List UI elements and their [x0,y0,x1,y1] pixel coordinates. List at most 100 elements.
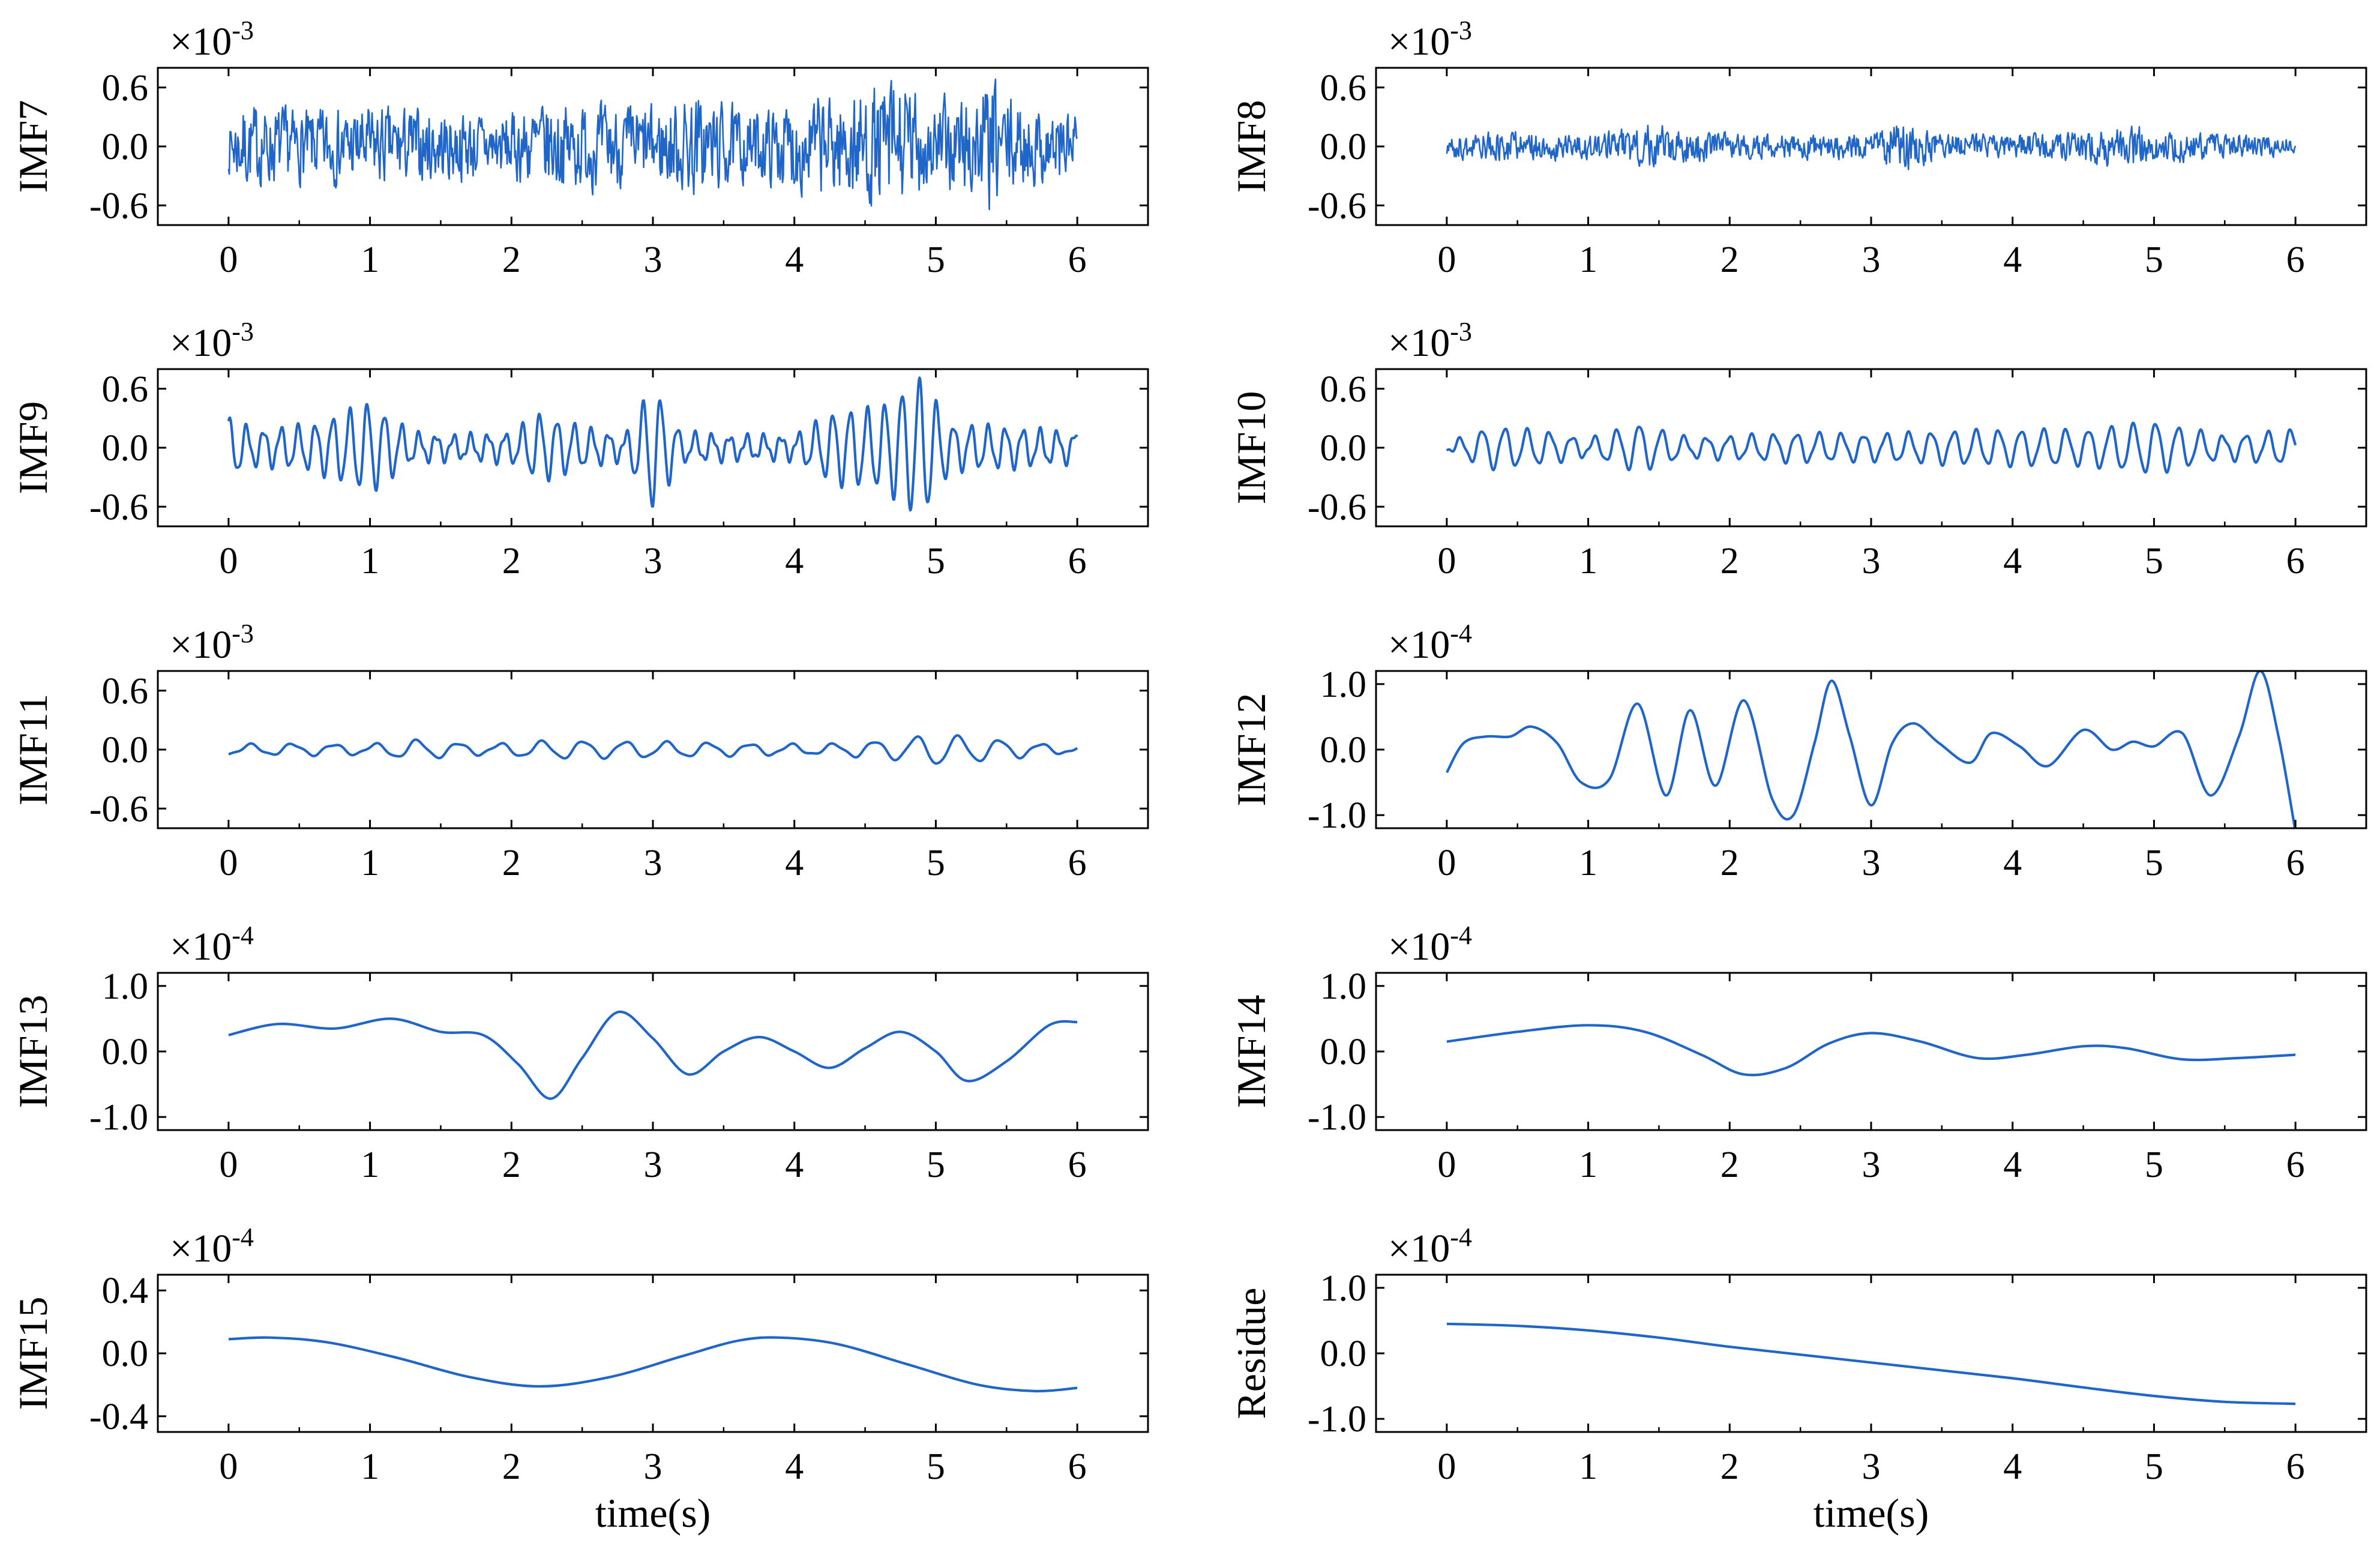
subplot-imf11: 0 1 2 3 4 5 6 0.6 0.0 -0.6 IMF11 ×10-3 [10,619,1149,883]
x-tick-label-imf9-2: 2 [502,541,521,582]
x-tick-label-imf9-4: 4 [785,541,804,582]
y-tick-label-imf7-0: 0.6 [102,68,149,109]
x-tick-label-imf15-3: 3 [644,1446,663,1487]
series-line-residue [1446,1322,2296,1406]
x-tick-label-residue-2: 2 [1720,1446,1739,1487]
x-tick-label-imf15-1: 1 [361,1446,379,1487]
x-axis-label-residue: time(s) [1814,1490,1929,1536]
x-tick-label-imf14-3: 3 [1862,1144,1881,1185]
scale-factor-imf10: ×10-3 [1388,317,1472,365]
x-tick-label-imf7-1: 1 [361,239,379,280]
x-tick-label-imf11-3: 3 [644,843,663,883]
subplot-imf7: 0 1 2 3 4 5 6 0.6 0.0 -0.6 IMF7 ×10-3 [10,16,1149,280]
x-tick-label-imf14-2: 2 [1720,1144,1739,1185]
y-tick-label-imf9-1: 0.0 [102,428,149,469]
x-tick-label-imf14-1: 1 [1579,1144,1597,1185]
axes-frame-imf14 [1375,972,2367,1131]
y-tick-label-imf13-2: -1.0 [89,1097,148,1138]
x-tick-label-imf11-2: 2 [502,843,521,883]
series-line-imf14 [1446,1024,2296,1077]
x-tick-label-imf7-0: 0 [219,239,238,280]
x-tick-label-imf8-2: 2 [1720,239,1739,280]
x-tick-label-imf12-5: 5 [2145,843,2163,883]
subplot-imf13: 0 1 2 3 4 5 6 1.0 0.0 -1.0 IMF13 ×10-4 [10,921,1149,1185]
x-tick-label-imf12-1: 1 [1579,843,1597,883]
x-tick-label-imf7-6: 6 [1068,239,1087,280]
x-tick-label-imf7-2: 2 [502,239,521,280]
x-tick-label-imf15-0: 0 [219,1446,238,1487]
x-tick-label-imf10-5: 5 [2145,541,2163,582]
y-tick-label-imf8-1: 0.0 [1320,127,1367,167]
series-line-imf7 [227,78,1078,211]
x-tick-label-imf12-6: 6 [2286,843,2305,883]
x-tick-label-residue-5: 5 [2145,1446,2163,1487]
y-axis-label-imf13: IMF13 [10,995,56,1108]
x-tick-label-imf9-3: 3 [644,541,663,582]
y-tick-label-imf9-2: -0.6 [89,487,148,528]
axes-frame-imf13 [157,972,1149,1131]
x-tick-label-imf15-4: 4 [785,1446,804,1487]
y-axis-label-imf15: IMF15 [10,1297,56,1410]
y-tick-label-imf13-0: 1.0 [102,966,149,1007]
subplot-imf12: 0 1 2 3 4 5 6 1.0 0.0 -1.0 IMF12 ×10-4 [1228,619,2367,883]
y-tick-label-imf7-2: -0.6 [89,185,148,226]
y-tick-label-imf14-2: -1.0 [1308,1097,1366,1138]
y-tick-label-imf10-0: 0.6 [1320,369,1367,410]
x-tick-label-imf13-3: 3 [644,1144,663,1185]
scale-factor-imf12: ×10-4 [1388,619,1472,667]
x-tick-label-imf14-0: 0 [1437,1144,1456,1185]
x-tick-label-imf12-3: 3 [1862,843,1881,883]
x-tick-label-imf10-1: 1 [1579,541,1597,582]
y-tick-label-imf14-0: 1.0 [1320,966,1367,1007]
x-tick-label-residue-1: 1 [1579,1446,1597,1487]
y-tick-label-imf7-1: 0.0 [102,127,149,167]
x-tick-label-imf11-0: 0 [219,843,238,883]
y-axis-label-imf7: IMF7 [10,100,56,193]
y-tick-label-imf15-1: 0.0 [102,1334,149,1374]
y-tick-label-imf12-2: -1.0 [1308,795,1366,836]
x-tick-label-imf13-4: 4 [785,1144,804,1185]
series-line-imf12 [1446,671,2297,828]
y-axis-label-imf10: IMF10 [1228,391,1274,505]
y-tick-label-imf10-1: 0.0 [1320,428,1367,469]
axes-frame-residue [1375,1274,2367,1433]
subplot-imf8: 0 1 2 3 4 5 6 0.6 0.0 -0.6 IMF8 ×10-3 [1228,16,2367,280]
y-axis-label-imf8: IMF8 [1228,100,1274,193]
x-tick-label-imf8-6: 6 [2286,239,2305,280]
subplot-imf10: 0 1 2 3 4 5 6 0.6 0.0 -0.6 IMF10 ×10-3 [1228,317,2367,582]
scale-factor-imf8: ×10-3 [1388,16,1472,64]
series-line-imf9 [227,376,1078,512]
y-tick-label-imf15-0: 0.4 [102,1271,149,1311]
series-line-imf13 [228,1010,1078,1100]
y-axis-label-imf9: IMF9 [10,402,56,495]
x-tick-label-imf7-5: 5 [927,239,945,280]
x-tick-label-imf14-6: 6 [2286,1144,2305,1185]
x-tick-label-imf7-4: 4 [785,239,804,280]
subplot-imf9: 0 1 2 3 4 5 6 0.6 0.0 -0.6 IMF9 ×10-3 [10,317,1149,582]
subplot-residue: 0 1 2 3 4 5 6 1.0 0.0 -1.0 Residue ×10-4 time(s) [1228,1223,2367,1536]
x-tick-label-imf15-2: 2 [502,1446,521,1487]
y-tick-label-residue-0: 1.0 [1320,1268,1367,1309]
subplot-imf15: 0 1 2 3 4 5 6 0.4 0.0 -0.4 IMF15 ×10-4 time(s) [10,1223,1149,1536]
x-tick-label-imf15-6: 6 [1068,1446,1087,1487]
x-tick-label-imf8-5: 5 [2145,239,2163,280]
y-axis-label-imf14: IMF14 [1228,995,1274,1108]
y-tick-label-imf11-0: 0.6 [102,671,149,712]
y-axis-label-imf11: IMF11 [10,694,56,805]
x-tick-label-imf13-2: 2 [502,1144,521,1185]
x-tick-label-imf13-1: 1 [361,1144,379,1185]
subplot-imf14: 0 1 2 3 4 5 6 1.0 0.0 -1.0 IMF14 ×10-4 [1228,921,2367,1185]
x-tick-label-imf8-3: 3 [1862,239,1881,280]
x-tick-label-imf11-4: 4 [785,843,804,883]
x-tick-label-imf9-6: 6 [1068,541,1087,582]
scale-factor-residue: ×10-4 [1388,1223,1472,1271]
x-tick-label-imf9-5: 5 [927,541,945,582]
y-tick-label-imf8-0: 0.6 [1320,68,1367,109]
x-tick-label-imf9-0: 0 [219,541,238,582]
series-line-imf8 [1446,124,2297,170]
series-line-imf10 [1446,421,2297,474]
y-tick-label-imf8-2: -0.6 [1308,185,1366,226]
x-tick-label-imf14-5: 5 [2145,1144,2163,1185]
scale-factor-imf9: ×10-3 [170,317,254,365]
x-tick-label-imf7-3: 3 [644,239,663,280]
